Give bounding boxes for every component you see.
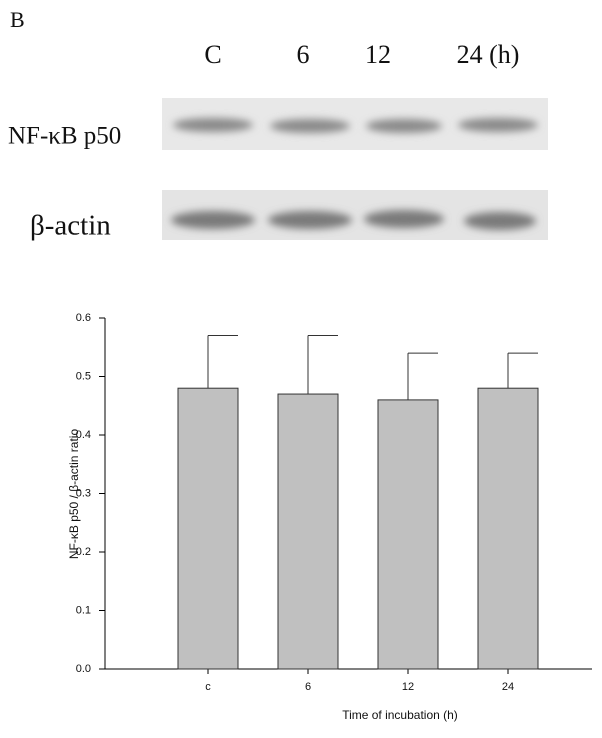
y-tick-label: 0.4 [76, 429, 91, 441]
lane-label: 12 [365, 40, 391, 69]
blot-image [162, 98, 548, 150]
y-tick-label: 0.2 [76, 546, 91, 558]
y-tick-label: 0.0 [76, 663, 91, 675]
bar [378, 400, 438, 669]
lane-label: 6 [297, 40, 310, 69]
bar [278, 394, 338, 669]
panel-label: B [10, 7, 25, 32]
y-tick-label: 0.3 [76, 487, 91, 499]
y-tick-label: 0.1 [76, 604, 91, 616]
x-axis-label: Time of incubation (h) [342, 708, 458, 722]
y-tick-label: 0.6 [76, 312, 91, 324]
blot-label: β-actin [30, 210, 111, 242]
x-tick-label: 12 [402, 681, 414, 693]
blot-image [162, 190, 548, 240]
blot-label: NF-κB p50 [8, 123, 121, 150]
x-tick-label: c [205, 681, 211, 693]
bar [178, 388, 238, 669]
bar [478, 388, 538, 669]
x-tick-label: 6 [305, 681, 311, 693]
x-tick-label: 24 [502, 681, 514, 693]
figure: B C 6 12 24 (h) NF-κB p50 β-actin Time o… [0, 0, 602, 738]
lane-label: C [204, 40, 221, 69]
lane-label: 24 (h) [457, 40, 520, 69]
y-tick-label: 0.5 [76, 370, 91, 382]
